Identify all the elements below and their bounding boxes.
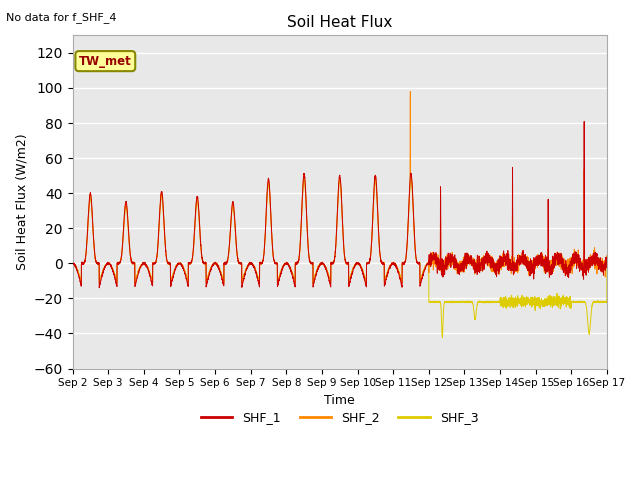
X-axis label: Time: Time — [324, 394, 355, 407]
Y-axis label: Soil Heat Flux (W/m2): Soil Heat Flux (W/m2) — [15, 133, 28, 270]
Title: Soil Heat Flux: Soil Heat Flux — [287, 15, 392, 30]
Text: TW_met: TW_met — [79, 55, 132, 68]
Text: No data for f_SHF_4: No data for f_SHF_4 — [6, 12, 117, 23]
Legend: SHF_1, SHF_2, SHF_3: SHF_1, SHF_2, SHF_3 — [196, 406, 483, 429]
